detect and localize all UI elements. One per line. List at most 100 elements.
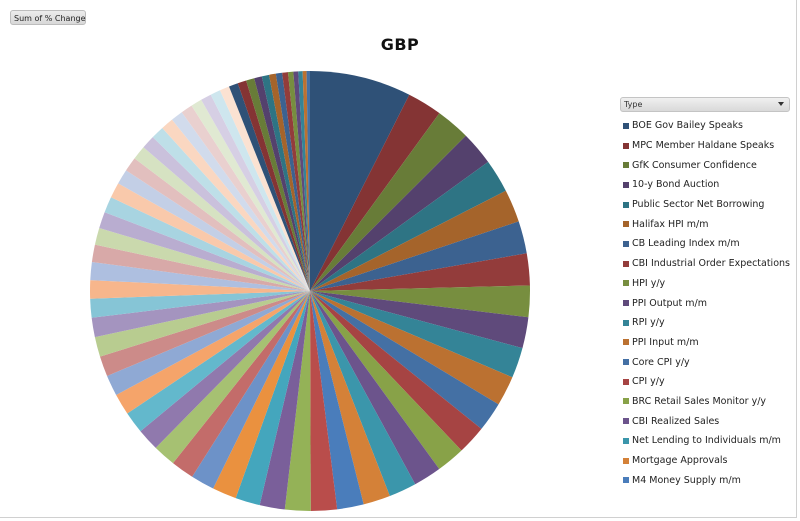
pie-slice[interactable] xyxy=(310,94,440,291)
legend-item[interactable]: CBI Industrial Order Expectations xyxy=(623,254,798,274)
pie-slice[interactable] xyxy=(310,291,440,485)
legend-item[interactable]: CBI Realized Sales xyxy=(623,411,798,431)
pie-slice[interactable] xyxy=(310,291,462,470)
pie-slice[interactable] xyxy=(213,291,310,499)
legend-item[interactable]: MPC Member Haldane Speaks xyxy=(623,136,798,156)
pie-slice[interactable] xyxy=(246,78,310,291)
pie-slice[interactable] xyxy=(310,291,416,496)
value-field-button[interactable]: Sum of % Change xyxy=(10,10,86,25)
pie-slice[interactable] xyxy=(140,291,310,448)
pie-slice[interactable] xyxy=(229,83,310,291)
legend-item[interactable]: M4 Money Supply m/m xyxy=(623,470,798,490)
legend-item[interactable]: GfK Consumer Confidence xyxy=(623,155,798,175)
legend-label: PPI Output m/m xyxy=(632,297,708,309)
legend-item[interactable]: CPI y/y xyxy=(623,372,798,392)
pie-slice[interactable] xyxy=(310,161,506,291)
pie-slice[interactable] xyxy=(310,291,364,510)
pie-slice[interactable] xyxy=(310,291,390,505)
pie-slice[interactable] xyxy=(155,291,310,464)
pie-slice[interactable] xyxy=(261,74,310,291)
pie-slice[interactable] xyxy=(235,291,310,506)
legend-label: BOE Gov Bailey Speaks xyxy=(632,120,743,132)
pie-slice[interactable] xyxy=(181,105,310,291)
pie-slice[interactable] xyxy=(91,291,310,338)
pie-slice[interactable] xyxy=(90,291,310,318)
legend-label: HPI y/y xyxy=(632,277,666,289)
legend-item[interactable]: Core CPI y/y xyxy=(623,352,798,372)
legend-item[interactable]: RPI y/y xyxy=(623,313,798,333)
pie-slice[interactable] xyxy=(107,291,310,395)
pie-slice[interactable] xyxy=(310,291,338,511)
legend-item[interactable]: BRC Retail Sales Monitor y/y xyxy=(623,392,798,412)
pie-slice[interactable] xyxy=(172,112,310,292)
legend-label: CBI Industrial Order Expectations xyxy=(632,258,790,270)
legend-swatch-icon xyxy=(623,398,629,405)
pie-slice[interactable] xyxy=(134,147,310,291)
pie-slice[interactable] xyxy=(310,135,489,291)
dropdown-arrow-icon[interactable] xyxy=(778,102,784,106)
pie-slice[interactable] xyxy=(191,99,310,291)
pie-slice[interactable] xyxy=(259,291,310,510)
pie-slice[interactable] xyxy=(269,73,310,292)
pie-slice[interactable] xyxy=(90,280,311,299)
pie-slice[interactable] xyxy=(310,253,530,291)
legend-swatch-icon xyxy=(623,142,629,149)
pie-slice[interactable] xyxy=(310,190,519,291)
legend-swatch-icon xyxy=(623,280,629,287)
pie-slice[interactable] xyxy=(287,71,310,291)
pie-slice[interactable] xyxy=(237,80,310,291)
legend-label: PPI Input m/m xyxy=(632,336,699,348)
pie-slice[interactable] xyxy=(310,285,530,318)
legend-item[interactable]: Mortgage Approvals xyxy=(623,451,798,471)
pie-slice[interactable] xyxy=(99,212,310,291)
pie-slice[interactable] xyxy=(275,72,310,291)
pie-slice[interactable] xyxy=(219,86,310,291)
legend-item[interactable]: BOE Gov Bailey Speaks xyxy=(623,116,798,136)
pie-slice[interactable] xyxy=(104,197,310,291)
pie-slice[interactable] xyxy=(110,183,310,291)
pie-slice[interactable] xyxy=(282,72,310,291)
pie-slice[interactable] xyxy=(126,158,310,291)
legend-filter-dropdown[interactable]: Type xyxy=(620,97,790,112)
legend-item[interactable]: Public Sector Net Borrowing xyxy=(623,195,798,215)
pie-slice[interactable] xyxy=(210,90,310,291)
pie-slice[interactable] xyxy=(310,113,466,291)
pie-slice[interactable] xyxy=(310,291,499,429)
pie-slice[interactable] xyxy=(306,71,310,291)
legend-item[interactable]: HPI y/y xyxy=(623,274,798,294)
legend-item[interactable]: PPI Input m/m xyxy=(623,333,798,353)
pie-slice[interactable] xyxy=(152,127,310,291)
pie-slice[interactable] xyxy=(90,262,311,291)
pie-slice[interactable] xyxy=(254,76,310,291)
pie-slice[interactable] xyxy=(91,244,310,291)
pie-slice[interactable] xyxy=(284,291,311,512)
legend-item[interactable]: Net Lending to Individuals m/m xyxy=(623,431,798,451)
pie-slice[interactable] xyxy=(310,71,410,291)
pie-slice[interactable] xyxy=(310,291,529,349)
pie-slice[interactable] xyxy=(302,71,310,291)
pie-slice[interactable] xyxy=(172,291,310,477)
pie-slice[interactable] xyxy=(293,71,310,291)
pie-slice[interactable] xyxy=(310,291,523,378)
legend-item[interactable]: PPI Output m/m xyxy=(623,293,798,313)
pie-slice[interactable] xyxy=(201,94,310,291)
pie-slice[interactable] xyxy=(298,71,310,292)
legend-label: 10-y Bond Auction xyxy=(632,179,720,191)
pie-slice[interactable] xyxy=(310,291,513,405)
pie-slice[interactable] xyxy=(162,119,310,291)
pie-slice[interactable] xyxy=(118,170,310,291)
pie-slice[interactable] xyxy=(116,291,310,414)
pie-slice[interactable] xyxy=(192,291,310,489)
pie-slice[interactable] xyxy=(94,227,310,291)
legend-item[interactable]: 10-y Bond Auction xyxy=(623,175,798,195)
pie-slice[interactable] xyxy=(100,291,310,376)
pie-slice[interactable] xyxy=(143,137,310,291)
pie-slice[interactable] xyxy=(127,291,310,432)
legend-item[interactable]: CB Leading Index m/m xyxy=(623,234,798,254)
pie-slice[interactable] xyxy=(310,291,482,451)
pie-slice[interactable] xyxy=(310,221,527,291)
legend-item[interactable]: Halifax HPI m/m xyxy=(623,214,798,234)
legend-label: CBI Realized Sales xyxy=(632,415,720,427)
pie-slice[interactable] xyxy=(94,291,310,357)
